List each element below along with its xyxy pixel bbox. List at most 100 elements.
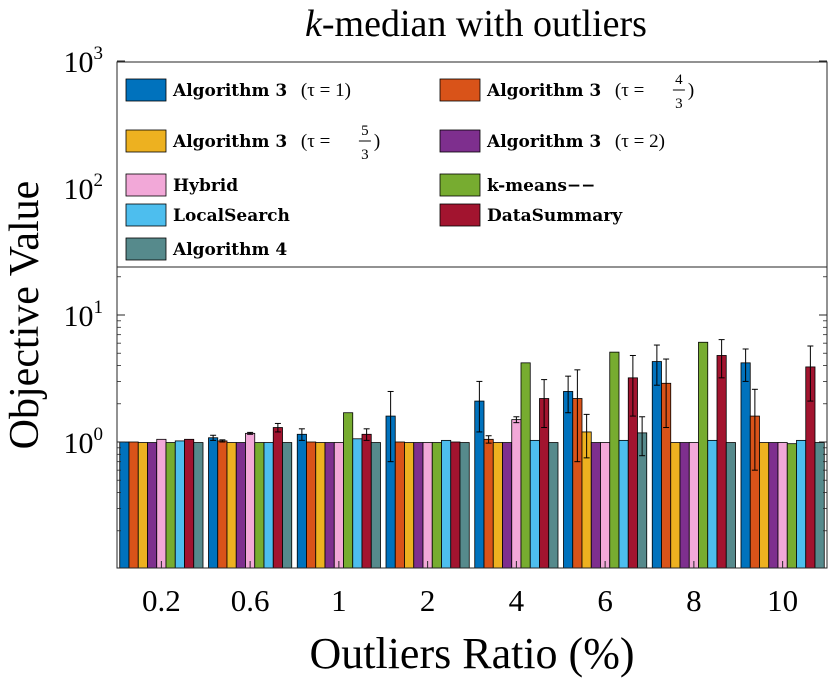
y-axis-label: Objective Value <box>2 181 48 450</box>
legend-param-pre: (τ = <box>301 131 330 152</box>
legend-label: Algorithm 3 <box>486 81 601 101</box>
bar <box>263 442 274 569</box>
legend-param: (τ = 2) <box>615 131 665 152</box>
x-tick-label: 8 <box>686 583 702 618</box>
bar <box>394 441 405 569</box>
bar <box>796 439 807 569</box>
legend-swatch <box>125 237 167 261</box>
plot-area <box>116 61 828 569</box>
bar <box>431 442 442 569</box>
bar <box>814 442 825 569</box>
x-tick-label: 0.2 <box>142 583 181 618</box>
legend-swatch <box>125 203 167 227</box>
bar <box>282 442 293 569</box>
bar <box>156 438 167 569</box>
x-tick-label: 1 <box>331 583 347 618</box>
bar <box>520 362 531 569</box>
legend-swatch <box>439 78 481 102</box>
legend-label: Algorithm 3 <box>172 81 287 101</box>
legend: Algorithm 3 (τ = 1) Algorithm 3 (τ = 4 3) Alg… <box>116 61 828 268</box>
bar <box>343 412 354 569</box>
legend-param-pre: (τ = <box>615 80 644 101</box>
bar <box>609 351 620 569</box>
bar <box>217 440 228 569</box>
bar <box>777 442 788 569</box>
legend-fraction-num: 4 <box>675 72 683 88</box>
bar <box>193 442 204 569</box>
bar <box>404 442 415 569</box>
legend-swatch <box>439 129 481 153</box>
legend-label: k-means−− <box>487 176 595 196</box>
x-tick-label: 10 <box>767 583 798 618</box>
bar <box>725 442 736 569</box>
bar <box>422 442 433 569</box>
bar <box>707 439 718 569</box>
bar <box>600 442 611 569</box>
bar <box>208 437 219 569</box>
bar <box>698 341 709 569</box>
bar <box>759 442 770 569</box>
bar <box>296 433 307 569</box>
bar <box>502 442 513 569</box>
bar <box>548 442 559 569</box>
chart-title-rest: -median with outliers <box>322 3 647 45</box>
x-tick-label: 4 <box>509 583 525 618</box>
bar <box>492 442 503 569</box>
y-tick-label: 101 <box>64 297 104 333</box>
bar <box>688 442 699 569</box>
bar <box>413 442 424 569</box>
bar <box>459 442 470 569</box>
bar <box>235 442 246 569</box>
bar <box>590 442 601 569</box>
bar <box>716 355 727 569</box>
legend-param-post: ) <box>374 131 380 152</box>
bar <box>119 441 130 569</box>
bar <box>315 442 326 569</box>
bar <box>333 442 344 569</box>
legend-label: Algorithm 3 <box>486 132 601 152</box>
legend-swatch <box>125 129 167 153</box>
bar <box>245 432 256 569</box>
bar <box>137 442 148 569</box>
bar <box>618 439 629 569</box>
bar <box>324 442 335 569</box>
bar <box>254 442 265 569</box>
legend-swatch <box>125 173 167 197</box>
bar <box>563 391 574 569</box>
legend-param: (τ = 1) <box>301 80 351 101</box>
bar <box>670 442 681 569</box>
bar <box>786 443 797 569</box>
x-tick-label: 2 <box>420 583 436 618</box>
legend-fraction-den: 3 <box>361 147 369 163</box>
legend-label: DataSummary <box>487 206 623 226</box>
legend-param-post: ) <box>688 80 694 101</box>
legend-swatch <box>439 203 481 227</box>
bar <box>147 442 158 569</box>
bar <box>352 438 363 569</box>
bar <box>361 433 372 569</box>
legend-label: Algorithm 4 <box>172 240 287 260</box>
y-tick-label: 103 <box>64 43 104 79</box>
legend-fraction-den: 3 <box>675 96 683 112</box>
bar <box>450 441 461 569</box>
bar <box>679 442 690 569</box>
bar <box>165 442 176 569</box>
bar <box>441 439 452 569</box>
bar <box>740 362 751 569</box>
bar <box>511 419 522 569</box>
y-tick-label: 102 <box>64 170 104 206</box>
x-tick-label: 0.6 <box>231 583 270 618</box>
bar <box>184 438 195 569</box>
x-axis-label: Outliers Ratio (%) <box>309 629 634 678</box>
bar <box>306 441 317 569</box>
chart-title: k-median with outliers <box>305 3 647 45</box>
bar <box>651 361 662 569</box>
legend-swatch <box>125 78 167 102</box>
bar <box>272 427 283 569</box>
x-tick-label: 6 <box>597 583 613 618</box>
bar <box>226 442 237 569</box>
bar <box>529 439 540 569</box>
chart-title-italic: k <box>305 3 323 45</box>
bar <box>174 440 185 569</box>
